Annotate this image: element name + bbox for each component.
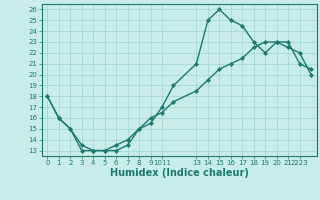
X-axis label: Humidex (Indice chaleur): Humidex (Indice chaleur) (110, 168, 249, 178)
